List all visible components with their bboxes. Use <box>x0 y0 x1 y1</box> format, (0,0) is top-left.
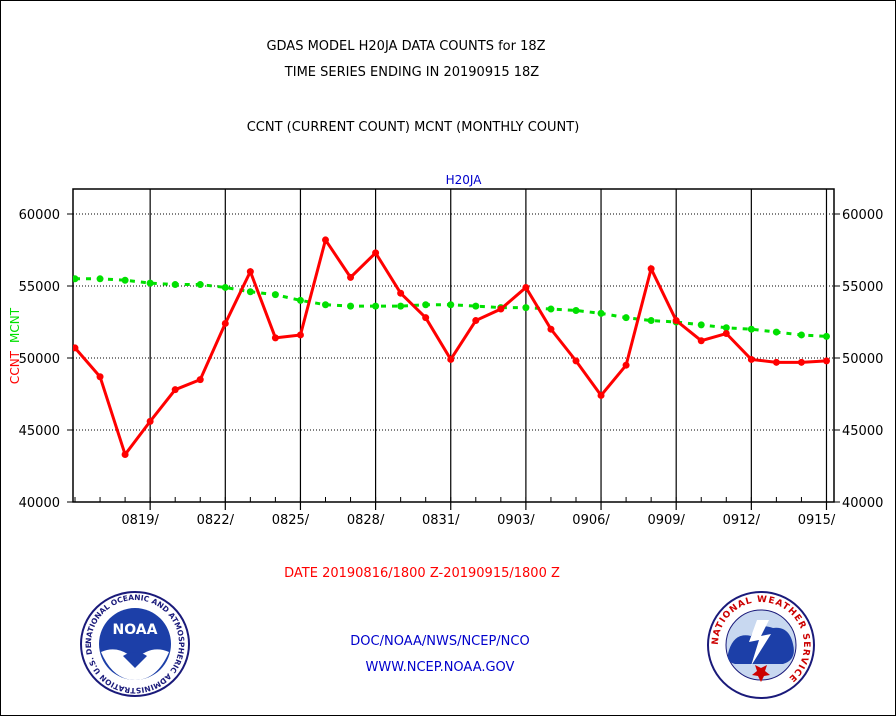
chart-subtitle: CCNT (CURRENT COUNT) MCNT (MONTHLY COUNT… <box>246 120 580 135</box>
mcnt-point <box>547 305 555 313</box>
ccnt-point <box>572 357 580 365</box>
ccnt-point <box>146 417 154 425</box>
mcnt-point <box>397 302 405 310</box>
ccnt-point <box>647 265 655 273</box>
ccnt-point <box>196 376 204 384</box>
ccnt-point <box>296 331 304 339</box>
ccnt-point <box>622 361 630 369</box>
mcnt-point <box>347 302 355 310</box>
mcnt-point <box>422 301 430 309</box>
date-range-label: DATE 20190816/1800 Z-20190915/1800 Z <box>284 566 560 581</box>
mcnt-point <box>747 325 755 333</box>
y-tick-label-right: 60000 <box>842 208 883 223</box>
mcnt-point <box>697 321 705 329</box>
mcnt-point <box>171 281 179 289</box>
mcnt-point <box>246 288 254 296</box>
ccnt-point <box>747 355 755 363</box>
x-tick-label: 0831/ <box>422 513 460 528</box>
x-tick-label: 0828/ <box>347 513 385 528</box>
plot-area <box>72 188 835 503</box>
ccnt-point <box>497 305 505 313</box>
mcnt-point <box>647 317 655 325</box>
x-tick-label: 0903/ <box>497 513 535 528</box>
ccnt-point <box>246 268 254 276</box>
mcnt-point <box>196 281 204 289</box>
mcnt-point <box>772 328 780 336</box>
y-tick-label-right: 45000 <box>842 424 883 439</box>
mcnt-point <box>96 275 104 283</box>
ccnt-point <box>171 386 179 394</box>
mcnt-point <box>597 309 605 317</box>
x-tick-label: 0822/ <box>197 513 235 528</box>
mcnt-point <box>73 275 79 283</box>
mcnt-point <box>722 324 730 332</box>
ccnt-point <box>73 344 79 352</box>
mcnt-point <box>121 276 129 284</box>
ccnt-point <box>422 314 430 322</box>
mcnt-point <box>146 279 154 287</box>
noaa-center-text: NOAA <box>113 622 158 638</box>
ccnt-point <box>597 391 605 399</box>
y-tick-label-left: 40000 <box>19 496 60 511</box>
mcnt-point <box>572 306 580 314</box>
ccnt-point <box>121 450 129 458</box>
noaa-logo: NATIONAL OCEANIC AND ATMOSPHERIC ADMINIS… <box>79 590 190 697</box>
ccnt-point <box>672 317 680 325</box>
ccnt-point <box>722 330 730 338</box>
y-axis-label-ccnt: CCNT <box>8 350 22 384</box>
agency-label: DOC/NOAA/NWS/NCEP/NCO <box>350 634 530 649</box>
mcnt-point <box>522 304 530 312</box>
mcnt-point <box>271 291 279 299</box>
ccnt-point <box>522 283 530 291</box>
ccnt-point <box>397 289 405 297</box>
ccnt-point <box>697 337 705 345</box>
x-tick-label: 0906/ <box>572 513 610 528</box>
y-axis-label-mcnt: MCNT <box>8 307 22 343</box>
y-tick-label-left: 60000 <box>19 208 60 223</box>
ccnt-point <box>797 358 805 366</box>
y-axis-label: CCNT MCNT <box>8 307 22 384</box>
mcnt-point <box>447 301 455 309</box>
chart-title: H20JA <box>446 173 483 187</box>
ccnt-point <box>221 319 229 327</box>
x-tick-label: 0825/ <box>272 513 310 528</box>
ccnt-point <box>822 357 830 365</box>
mcnt-point <box>622 314 630 322</box>
chart-title-line1: GDAS MODEL H20JA DATA COUNTS for 18Z <box>266 39 546 54</box>
y-tick-label-left: 55000 <box>19 280 60 295</box>
ccnt-point <box>96 373 104 381</box>
x-tick-label: 0912/ <box>723 513 761 528</box>
x-tick-label: 0909/ <box>647 513 685 528</box>
mcnt-point <box>372 302 380 310</box>
mcnt-point <box>797 331 805 339</box>
y-tick-label-left: 50000 <box>19 352 60 367</box>
y-tick-label-right: 55000 <box>842 280 883 295</box>
chart-title-line2: TIME SERIES ENDING IN 20190915 18Z <box>284 65 540 80</box>
y-tick-label-right: 40000 <box>842 496 883 511</box>
ccnt-point <box>547 325 555 333</box>
ccnt-point <box>447 355 455 363</box>
mcnt-point <box>321 301 329 309</box>
y-tick-label-right: 50000 <box>842 352 883 367</box>
nws-logo: NATIONAL WEATHER SERVICE <box>707 591 815 699</box>
url-link[interactable]: WWW.NCEP.NOAA.GOV <box>365 660 515 675</box>
mcnt-point <box>296 296 304 304</box>
x-tick-label: 0819/ <box>121 513 159 528</box>
y-tick-label-left: 45000 <box>19 424 60 439</box>
ccnt-point <box>372 249 380 257</box>
ccnt-point <box>271 334 279 342</box>
ccnt-point <box>347 273 355 281</box>
mcnt-point <box>472 302 480 310</box>
mcnt-point <box>221 283 229 291</box>
mcnt-point <box>822 332 830 340</box>
ccnt-point <box>321 236 329 244</box>
ccnt-point <box>772 358 780 366</box>
ccnt-point <box>472 317 480 325</box>
x-tick-label: 0915/ <box>798 513 836 528</box>
